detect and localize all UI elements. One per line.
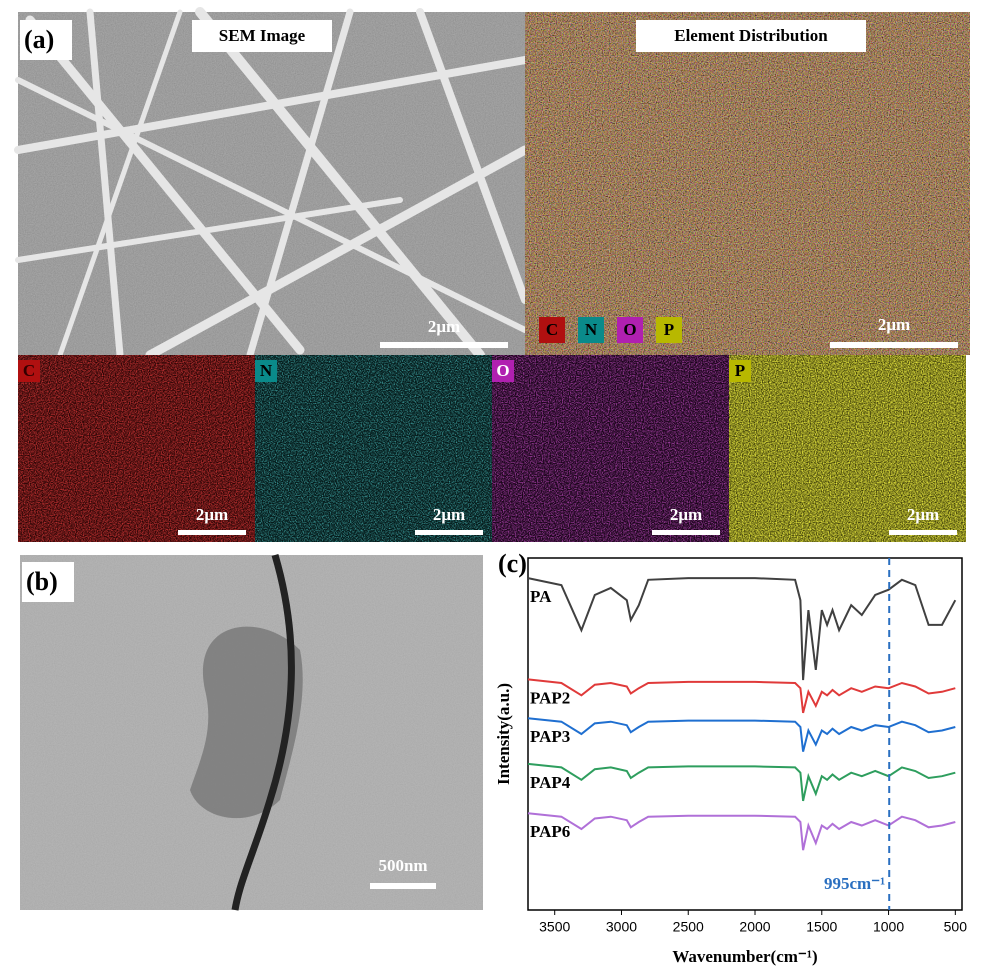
x-tick-label: 500	[944, 919, 968, 935]
map-label: C	[23, 361, 35, 380]
series-label: PAP6	[530, 822, 570, 841]
spectrum-line	[527, 577, 957, 681]
x-tick-label: 1000	[873, 919, 904, 935]
label-bg	[22, 562, 74, 602]
title-bg	[636, 20, 866, 52]
scale-label: 2μm	[907, 505, 939, 524]
scale-label: 2μm	[433, 505, 465, 524]
panel-label: (b)	[26, 567, 58, 596]
x-tick-label: 2000	[739, 919, 770, 935]
legend-label: N	[585, 320, 598, 339]
scale-label: 2μm	[428, 317, 460, 336]
map-label: P	[735, 361, 745, 380]
sem-image	[14, 7, 530, 360]
label-bg	[20, 20, 72, 60]
x-tick-label: 3500	[539, 919, 570, 935]
legend-label: O	[623, 320, 636, 339]
map-label: N	[260, 361, 273, 380]
tem-image	[20, 554, 483, 911]
x-axis-title: Wavenumber(cm⁻¹)	[672, 947, 817, 966]
map-tags: C N O P	[18, 360, 751, 382]
scale-label: 2μm	[670, 505, 702, 524]
sem-title: SEM Image	[219, 26, 306, 45]
map-label: O	[496, 361, 509, 380]
scale-label: 2μm	[196, 505, 228, 524]
series-label: PAP2	[530, 688, 570, 707]
panel-label: (a)	[24, 25, 54, 54]
legend-label: C	[546, 320, 558, 339]
panel-label: (c)	[498, 549, 527, 578]
plot-frame	[527, 557, 963, 911]
eds-map	[525, 12, 970, 355]
scale-label: 500nm	[378, 856, 427, 875]
scale-label: 2μm	[878, 315, 910, 334]
series-label: PA	[530, 587, 552, 606]
legend-label: P	[664, 320, 674, 339]
spectrum-line	[527, 717, 956, 752]
series-label: PAP3	[530, 727, 570, 746]
series-label: PAP4	[530, 773, 571, 792]
annotation-label: 995cm⁻¹	[824, 874, 885, 893]
spectrum-line	[527, 678, 956, 714]
y-axis-title: Intensity(a.u.)	[494, 683, 513, 785]
eds-legend: C N O P	[539, 317, 682, 343]
spectrum-line	[527, 812, 956, 851]
title-bg	[192, 20, 332, 52]
eds-title: Element Distribution	[674, 26, 828, 45]
x-tick-label: 1500	[806, 919, 837, 935]
x-tick-label: 3000	[606, 919, 637, 935]
spectrum-line	[527, 762, 956, 802]
x-tick-label: 2500	[673, 919, 704, 935]
